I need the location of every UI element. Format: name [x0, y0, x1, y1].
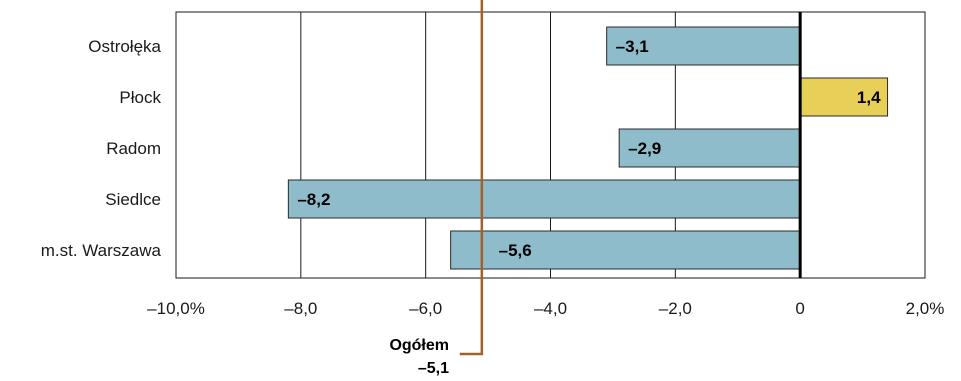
reference-label: Ogółem — [389, 337, 449, 354]
data-label: –8,2 — [297, 190, 330, 209]
bar — [606, 26, 801, 66]
data-label: 1,4 — [857, 88, 881, 107]
category-label: Radom — [106, 139, 161, 158]
bar — [799, 77, 889, 117]
x-tick-label: –2,0 — [659, 299, 692, 318]
x-tick-label: –8,0 — [284, 299, 317, 318]
x-tick-label: 0 — [795, 299, 804, 318]
category-label: Płock — [119, 88, 161, 107]
category-labels: Ostrołęka Płock Radom Siedlce m.st. Warszawa — [41, 37, 162, 260]
category-label: m.st. Warszawa — [41, 241, 162, 260]
reference-line — [459, 0, 484, 356]
reference-line-group: Ogółem –5,1 — [389, 0, 484, 377]
x-tick-label: –10,0% — [147, 299, 205, 318]
x-tick-label: –4,0 — [534, 299, 567, 318]
category-label: Ostrołęka — [88, 37, 161, 56]
category-label: Siedlce — [105, 190, 161, 209]
x-tick-labels: –10,0% –8,0 –6,0 –4,0 –2,0 0 2,0% — [147, 299, 944, 318]
bar — [287, 179, 801, 219]
plot-frame — [175, 11, 926, 279]
data-label: –5,6 — [499, 241, 532, 260]
x-tick-label: –6,0 — [409, 299, 442, 318]
data-label: –2,9 — [628, 139, 661, 158]
data-label: –3,1 — [616, 37, 649, 56]
x-tick-label: 2,0% — [906, 299, 945, 318]
bars: –3,1 1,4 –2,9 –8,2 –5,6 — [287, 26, 889, 270]
reference-value-label: –5,1 — [418, 360, 449, 377]
